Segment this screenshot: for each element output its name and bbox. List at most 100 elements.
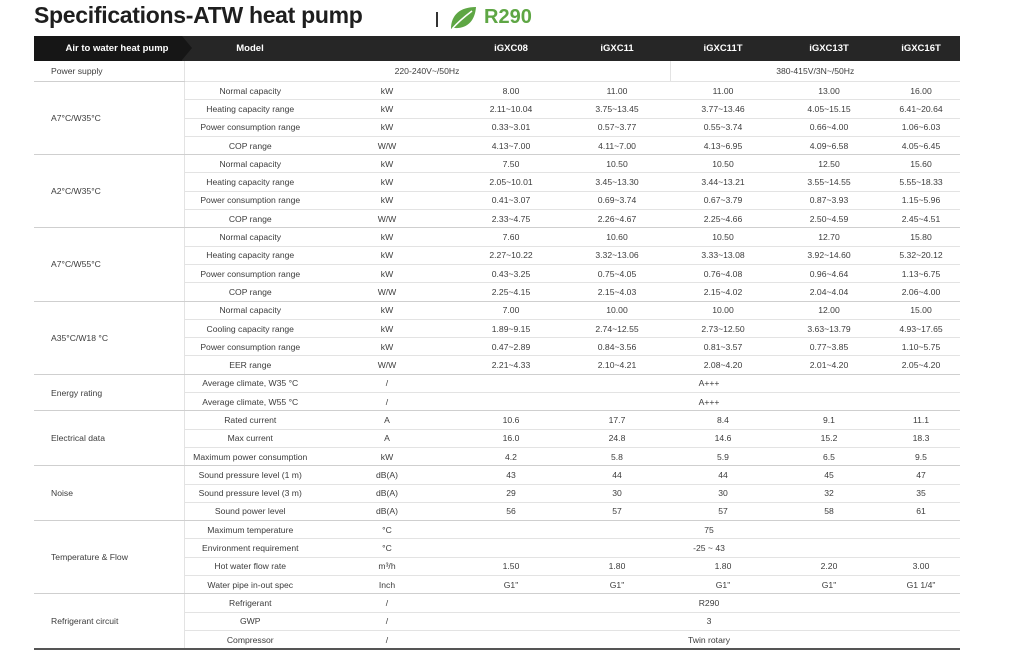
cell-value: 4.13~6.95 [670,136,776,156]
table-row: Sound power level dB(A) 56 57 57 58 61 [34,502,960,522]
spec-table: Air to water heat pump Model iGXC08 iGXC… [34,36,960,650]
cell-value: 8.00 [458,81,564,101]
table-bottom-rule [34,648,960,650]
cell-value: 15.60 [882,154,960,174]
parameter-label: COP range [184,136,316,156]
cell-value: 3.44~13.21 [670,172,776,192]
parameter-label: Heating capacity range [184,99,316,119]
cell-value: 30 [564,484,670,503]
group-label: Energy rating [34,374,185,412]
parameter-label: Refrigerant [184,593,316,613]
table-row: Power consumption range kW 0.33~3.01 0.57~3… [34,118,960,137]
power-supply-label: Power supply [34,61,185,82]
cell-value: 2.11~10.04 [458,99,564,119]
merged-value: 75 [458,520,960,540]
cell-value: 2.05~10.01 [458,172,564,192]
cell-value: 0.41~3.07 [458,191,564,211]
group-label: A35°C/W18 °C [34,301,185,375]
cell-value: 1.80 [564,557,670,577]
table-row: Power consumption range kW 0.43~3.25 0.75~4… [34,264,960,284]
cell-value: 24.8 [564,429,670,448]
cell-value: 12.70 [776,227,882,247]
parameter-label: Normal capacity [184,301,316,320]
cell-value: 0.47~2.89 [458,337,564,357]
cell-value: 3.45~13.30 [564,172,670,192]
cell-value: 1.13~6.75 [882,264,960,284]
parameter-label: Average climate, W35 °C [184,374,316,394]
unit-label: kW [316,227,458,247]
unit-label: dB(A) [316,502,458,522]
model-col: iGXC08 [458,36,564,61]
cell-value: 10.00 [564,301,670,320]
unit-label: kW [316,246,458,265]
cell-value: 14.6 [670,429,776,448]
cell-value: 0.33~3.01 [458,118,564,137]
cell-value: 3.75~13.45 [564,99,670,119]
cell-value: 12.00 [776,301,882,320]
unit-label: kW [316,191,458,211]
cell-value: 15.2 [776,429,882,448]
parameter-label: Normal capacity [184,154,316,174]
parameter-label: COP range [184,209,316,229]
unit-label: kW [316,81,458,101]
cell-value: 1.10~5.75 [882,337,960,357]
cell-value: 4.2 [458,447,564,467]
unit-label: / [316,374,458,394]
cell-value: 1.89~9.15 [458,319,564,339]
unit-label: kW [316,154,458,174]
unit-label: dB(A) [316,465,458,485]
cell-value: 2.25~4.15 [458,282,564,302]
unit-label: m³/h [316,557,458,577]
table-row: Heating capacity range kW 2.11~10.04 3.75~1… [34,99,960,119]
parameter-label: Normal capacity [184,227,316,247]
cell-value: 43 [458,465,564,485]
group-label: Refrigerant circuit [34,593,185,650]
merged-value: 3 [458,612,960,631]
cell-value: 8.4 [670,410,776,430]
cell-value: 11.1 [882,410,960,430]
unit-label: W/W [316,136,458,156]
merged-value: R290 [458,593,960,613]
cell-value: 44 [670,465,776,485]
cell-value: 0.76~4.08 [670,264,776,284]
cell-value: 0.75~4.05 [564,264,670,284]
cell-value: 0.43~3.25 [458,264,564,284]
unit-label: °C [316,520,458,540]
table-row: Sound pressure level (3 m) dB(A) 29 30 30 32 3… [34,484,960,503]
cell-value: 2.26~4.67 [564,209,670,229]
cell-value: 10.50 [670,154,776,174]
model-col: iGXC13T [776,36,882,61]
corner-header: Air to water heat pump [34,36,192,61]
cell-value: 47 [882,465,960,485]
table-row: Power consumption range kW 0.47~2.89 0.84~3… [34,337,960,357]
unit-label: W/W [316,282,458,302]
cell-value: 16.0 [458,429,564,448]
cell-value: 0.55~3.74 [670,118,776,137]
cell-value: 3.00 [882,557,960,577]
table-row: Max current A 16.0 24.8 14.6 15.2 18.3 [34,429,960,448]
cell-value: 2.33~4.75 [458,209,564,229]
cell-value: 7.50 [458,154,564,174]
refrigerant-badge: R290 [484,6,532,28]
cell-value: 10.6 [458,410,564,430]
cell-value: 11.00 [670,81,776,101]
unit-label: / [316,612,458,631]
cell-value: 0.69~3.74 [564,191,670,211]
cell-value: 30 [670,484,776,503]
cell-value: G1" [670,575,776,595]
cell-value: 3.63~13.79 [776,319,882,339]
cell-value: 2.25~4.66 [670,209,776,229]
cell-value: 1.15~5.96 [882,191,960,211]
leaf-icon [451,7,476,30]
cell-value: 35 [882,484,960,503]
table-row: COP range W/W 2.33~4.75 2.26~4.67 2.25~4.66 2… [34,209,960,229]
cell-value: 1.06~6.03 [882,118,960,137]
parameter-label: Compressor [184,630,316,650]
table-row: A7°C/W55°C Normal capacity kW 7.60 10.60 10.5… [34,227,960,302]
table-row: Compressor / Twin rotary [34,630,960,650]
unit-label: W/W [316,355,458,375]
cell-value: 4.11~7.00 [564,136,670,156]
cell-value: 5.32~20.12 [882,246,960,265]
cell-value: 15.00 [882,301,960,320]
merged-value: A+++ [458,374,960,394]
